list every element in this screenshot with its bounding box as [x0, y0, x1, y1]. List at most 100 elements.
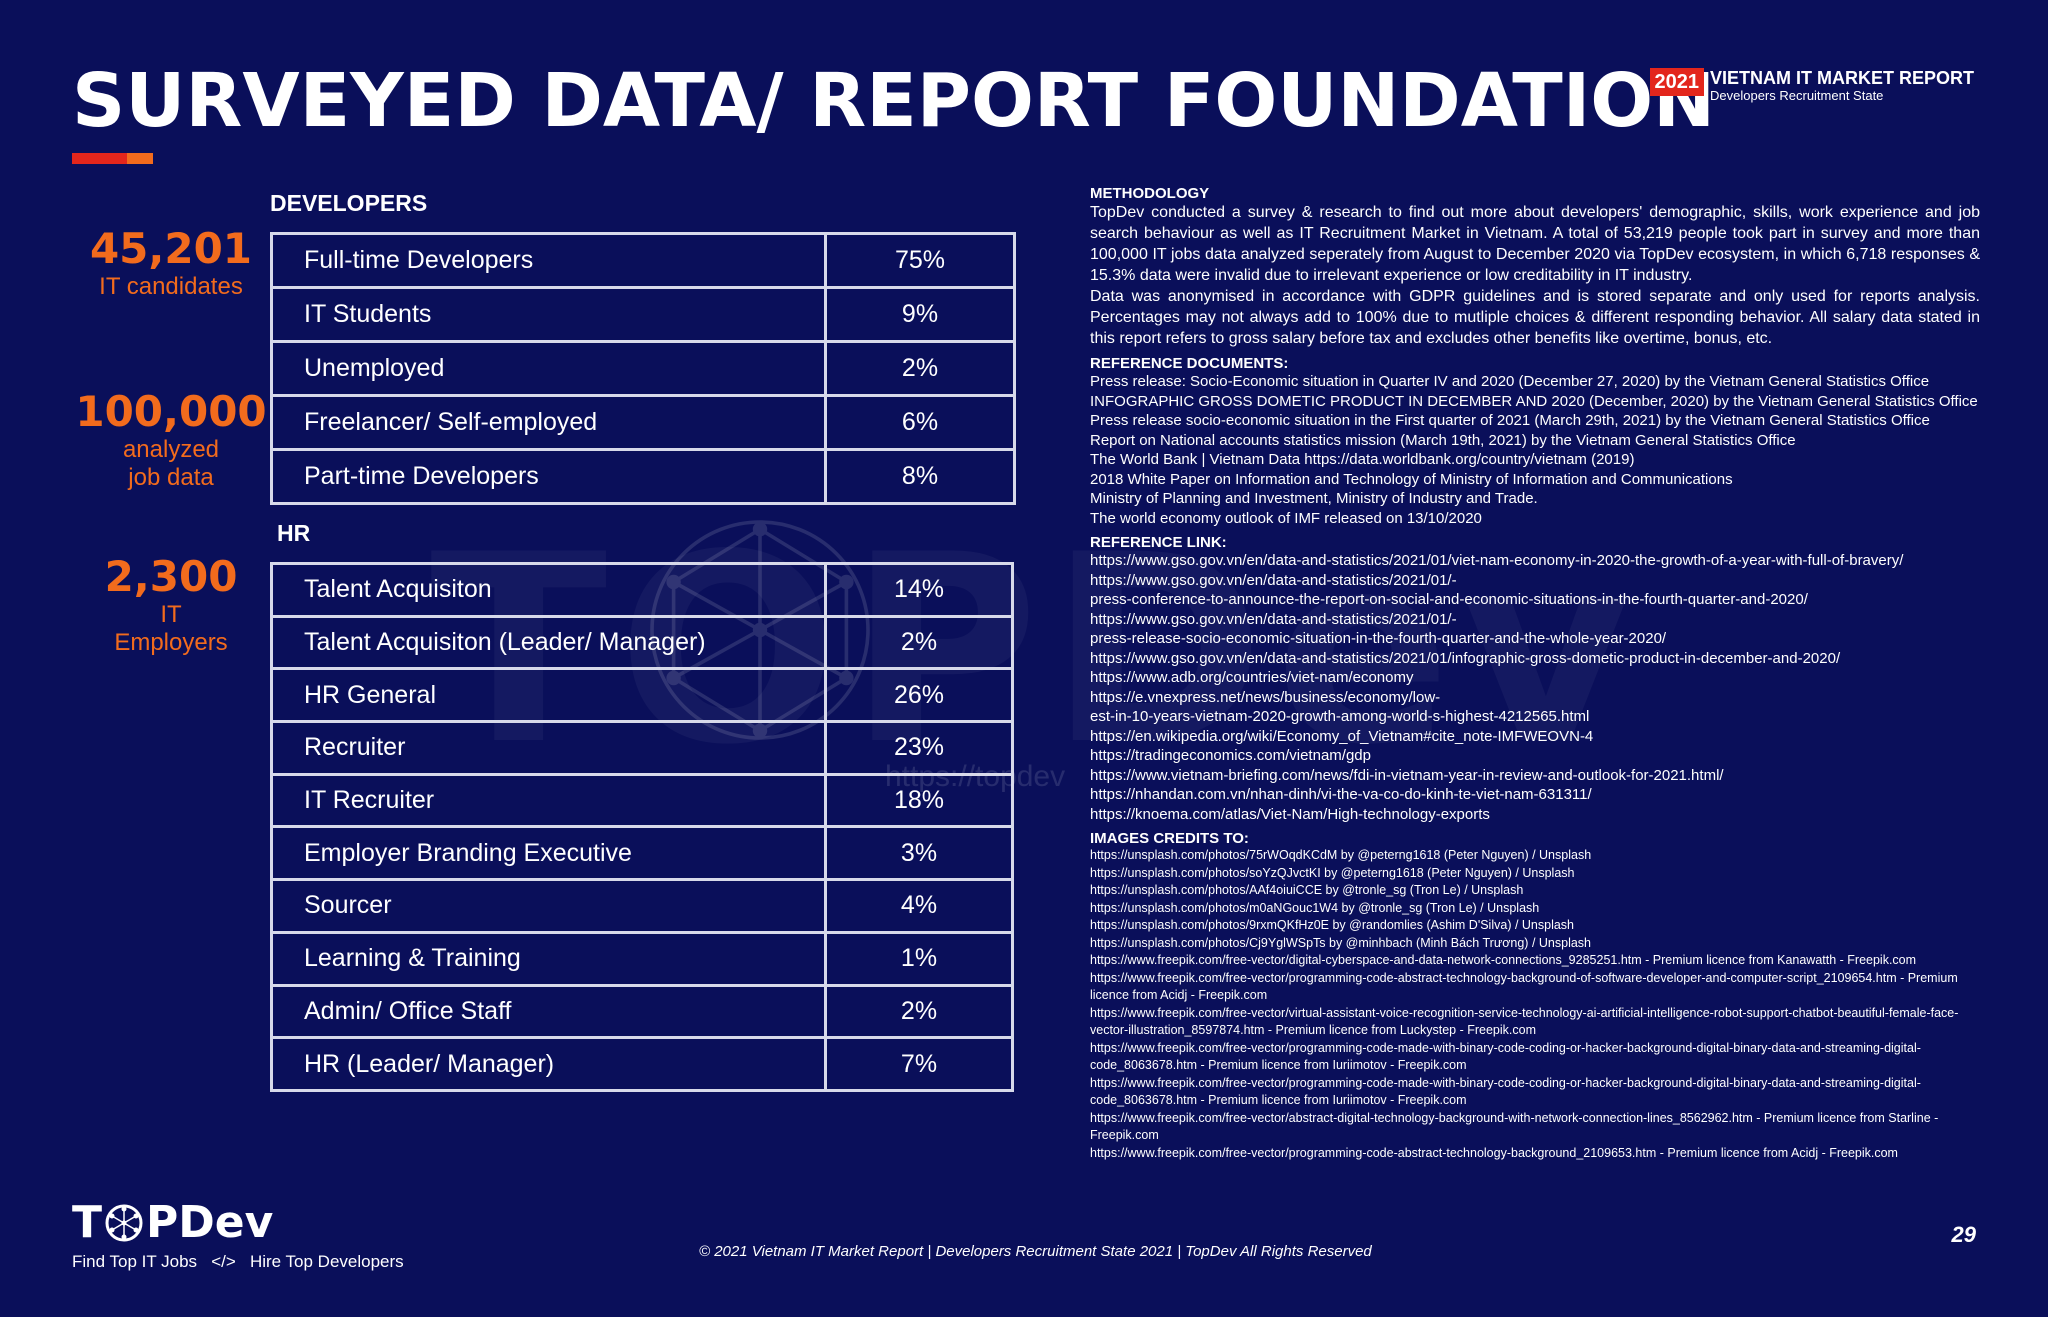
brand-title: VIETNAM IT MARKET REPORT [1710, 68, 1974, 88]
row-value: 9% [824, 286, 1016, 343]
reference-link-item: https://knoema.com/atlas/Viet-Nam/High-t… [1090, 805, 1490, 823]
reference-document-item: The world economy outlook of IMF release… [1090, 509, 1482, 527]
brand-subtitle: Developers Recruitment State [1710, 88, 1884, 103]
reference-documents-heading: REFERENCE DOCUMENTS: [1090, 355, 1289, 372]
image-credit-item: https://www.freepik.com/free-vector/prog… [1090, 970, 1958, 1003]
image-credit-item: https://www.freepik.com/free-vector/prog… [1090, 1075, 1921, 1108]
reference-document-item: INFOGRAPHIC GROSS DOMETIC PRODUCT IN DEC… [1090, 392, 1978, 410]
reference-link-item: press-conference-to-announce-the-report-… [1090, 591, 1808, 608]
tagline: Find Top IT Jobs </> Hire Top Developers [72, 1252, 404, 1271]
topdev-logo: T PDev [72, 1200, 273, 1246]
row-value: 3% [824, 825, 1014, 882]
row-label: Part-time Developers [270, 448, 827, 505]
image-credit-item: https://www.freepik.com/free-vector/prog… [1090, 1040, 1921, 1073]
reference-link-item: https://www.gso.gov.vn/en/data-and-stati… [1090, 610, 1457, 628]
developers-heading: DEVELOPERS [270, 190, 428, 216]
page-title: SURVEYED DATA/ REPORT FOUNDATION [72, 58, 1716, 144]
row-value: 75% [824, 232, 1016, 289]
reference-link-item: est-in-10-years-vietnam-2020-growth-amon… [1090, 708, 1590, 725]
table-row: HR (Leader/ Manager) 7% [270, 1036, 1014, 1092]
stat-label: analyzed [122, 436, 220, 463]
reference-link-item: press-release-socio-economic-situation-i… [1090, 630, 1667, 647]
table-row: Admin/ Office Staff 2% [270, 983, 1014, 1040]
footer-copyright: © 2021 Vietnam IT Market Report | Develo… [699, 1243, 1372, 1260]
row-label: Admin/ Office Staff [270, 983, 827, 1040]
table-row: Employer Branding Executive 3% [270, 825, 1014, 882]
row-label: Talent Acquisiton [270, 562, 827, 618]
table-row: IT Recruiter 18% [270, 772, 1014, 829]
reference-link-item: https://nhandan.com.vn/nhan-dinh/vi-the-… [1090, 786, 1592, 803]
table-row: Unemployed 2% [270, 340, 1016, 397]
logo-text: T [72, 1197, 103, 1248]
stat-number: 100,000 [75, 387, 267, 436]
reference-link-item: https://www.vietnam-briefing.com/news/fd… [1090, 766, 1724, 784]
stat-label-2: Employers [114, 629, 228, 656]
stat-candidates: 45,201 IT candidates [71, 225, 271, 301]
hr-table: Talent Acquisiton 14% Talent Acquisiton (L… [270, 562, 1014, 1092]
image-credit-item: https://unsplash.com/photos/75rWOqdKCdM … [1090, 848, 1592, 862]
row-value: 2% [824, 614, 1014, 671]
table-row: IT Students 9% [270, 286, 1016, 343]
reference-document-item: Press release: Socio-Economic situation … [1090, 373, 1930, 390]
row-label: Sourcer [270, 878, 827, 934]
reference-documents-list: Press release: Socio-Economic situation … [1090, 372, 1980, 528]
stat-job-data: 100,000 analyzed job data [71, 388, 271, 492]
brand-year-badge: 2021 [1649, 68, 1704, 96]
images-credits-list: https://unsplash.com/photos/75rWOqdKCdM … [1090, 847, 1980, 1162]
image-credit-item: https://unsplash.com/photos/Cj9YglWSpTs … [1090, 935, 1592, 950]
row-label: Talent Acquisiton (Leader/ Manager) [270, 614, 827, 671]
reference-link-item: https://e.vnexpress.net/news/business/ec… [1090, 688, 1441, 706]
row-label: Employer Branding Executive [270, 825, 827, 882]
reference-document-item: The World Bank | Vietnam Data https://da… [1090, 451, 1635, 468]
row-label: HR (Leader/ Manager) [270, 1036, 827, 1092]
reference-link-item: https://www.gso.gov.vn/en/data-and-stati… [1090, 552, 1904, 569]
reference-document-item: Press release socio-economic situation i… [1090, 412, 1930, 429]
row-label: IT Recruiter [270, 772, 827, 829]
reference-link-item: https://tradingeconomics.com/vietnam/gdp [1090, 747, 1371, 764]
network-globe-icon [105, 1204, 143, 1242]
image-credit-item: https://www.freepik.com/free-vector/virt… [1090, 1005, 1959, 1038]
reference-link-item: https://www.adb.org/countries/viet-nam/e… [1090, 669, 1414, 686]
row-value: 2% [824, 340, 1016, 397]
row-value: 14% [824, 562, 1014, 618]
table-row: Full-time Developers 75% [270, 232, 1016, 289]
reference-link-list: https://www.gso.gov.vn/en/data-and-stati… [1090, 551, 1980, 824]
image-credit-item: https://www.freepik.com/free-vector/abst… [1090, 1110, 1939, 1143]
row-value: 7% [824, 1036, 1014, 1092]
methodology-text: TopDev conducted a survey & research to … [1090, 204, 1980, 284]
report-brand: 2021 VIETNAM IT MARKET REPORT Developers… [1649, 68, 1974, 103]
stat-employers: 2,300 IT Employers [71, 553, 271, 657]
reference-link-item: https://www.gso.gov.vn/en/data-and-stati… [1090, 571, 1457, 589]
methodology-heading: METHODOLOGY [1090, 185, 1210, 202]
row-value: 26% [824, 667, 1014, 724]
row-label: HR General [270, 667, 827, 724]
developers-table: Full-time Developers 75% IT Students 9% Unem… [270, 232, 1016, 505]
stat-number: 2,300 [104, 552, 238, 601]
row-value: 18% [824, 772, 1014, 829]
image-credit-item: https://unsplash.com/photos/9rxmQKfHz0E … [1090, 918, 1575, 932]
table-row: Recruiter 23% [270, 720, 1014, 776]
table-row: Learning & Training 1% [270, 930, 1014, 987]
logo-text-2: PDev [146, 1197, 274, 1248]
image-credit-item: https://www.freepik.com/free-vector/prog… [1090, 1145, 1898, 1160]
row-label: Learning & Training [270, 930, 827, 987]
hr-heading: HR [277, 520, 311, 546]
images-credits-heading: IMAGES CREDITS TO: [1090, 830, 1249, 847]
row-label: Full-time Developers [270, 232, 827, 289]
reference-document-item: 2018 White Paper on Information and Tech… [1090, 470, 1733, 488]
reference-link-item: https://en.wikipedia.org/wiki/Economy_of… [1090, 727, 1594, 745]
row-value: 6% [824, 394, 1016, 451]
stat-number: 45,201 [89, 224, 253, 273]
row-label: IT Students [270, 286, 827, 343]
page-number: 29 [1951, 1222, 1976, 1247]
row-value: 2% [824, 983, 1014, 1040]
reference-link-item: https://www.gso.gov.vn/en/data-and-stati… [1090, 649, 1841, 667]
table-row: Talent Acquisiton (Leader/ Manager) 2% [270, 614, 1014, 671]
row-value: 1% [824, 930, 1014, 987]
row-value: 4% [824, 878, 1014, 934]
table-row: Sourcer 4% [270, 878, 1014, 934]
table-row: HR General 26% [270, 667, 1014, 724]
reference-link-heading: REFERENCE LINK: [1090, 534, 1227, 551]
image-credit-item: https://unsplash.com/photos/soYzQJvctKI … [1090, 865, 1575, 880]
row-label: Recruiter [270, 720, 827, 776]
